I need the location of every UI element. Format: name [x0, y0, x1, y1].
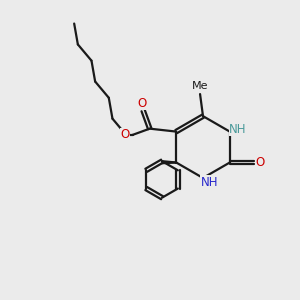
Text: Me: Me — [192, 81, 208, 91]
Text: O: O — [121, 128, 130, 141]
Text: O: O — [256, 156, 265, 169]
Text: NH: NH — [201, 176, 218, 189]
Text: O: O — [137, 97, 146, 110]
Text: NH: NH — [229, 123, 247, 136]
